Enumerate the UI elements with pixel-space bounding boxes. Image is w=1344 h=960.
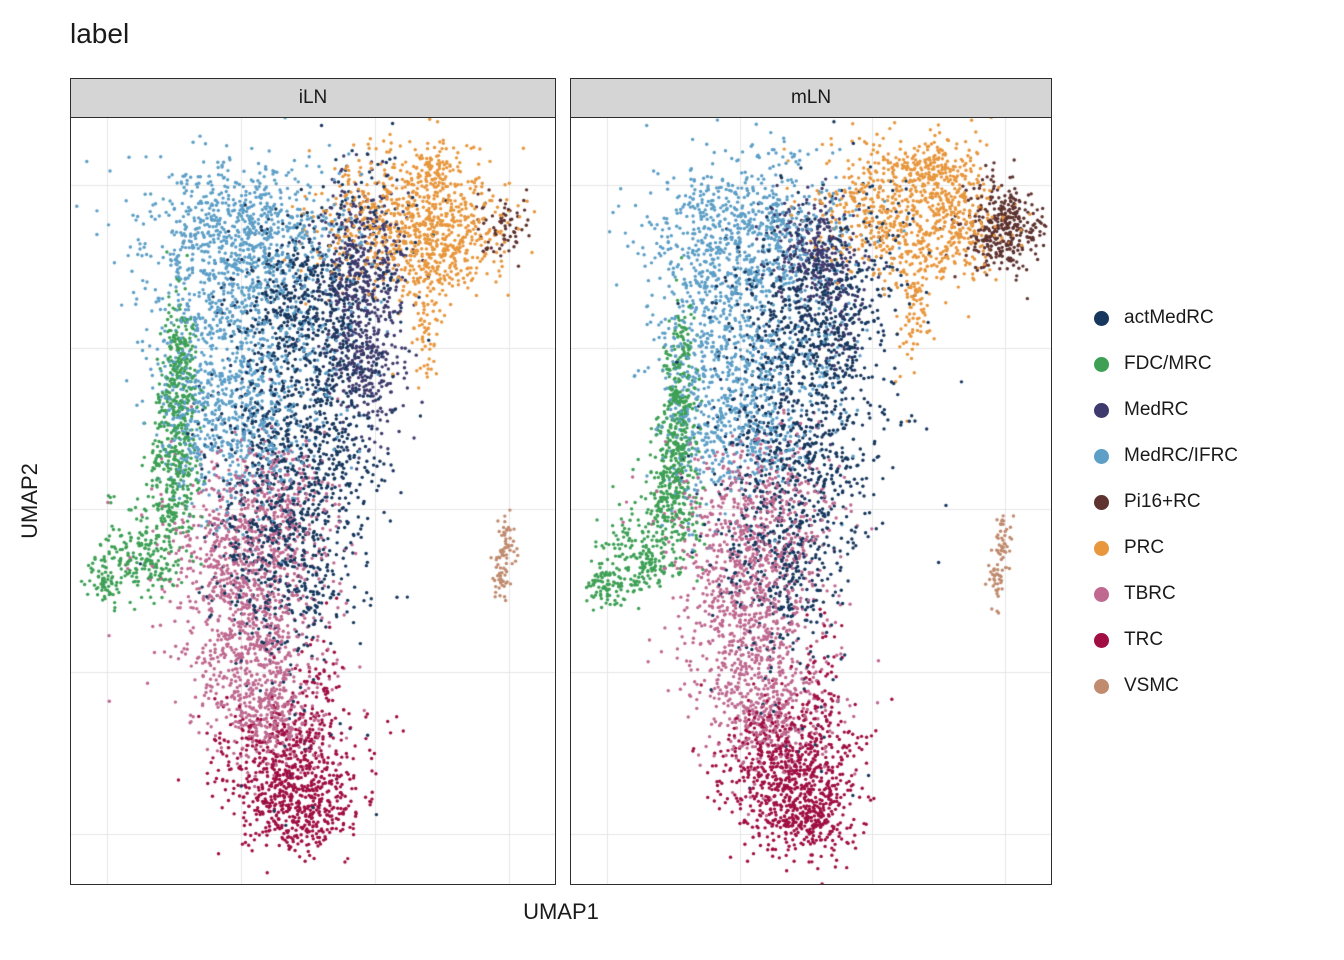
legend-label: actMedRC [1124, 307, 1214, 328]
umap-scatter-canvas-iln [71, 118, 555, 884]
legend-item-trc: TRC [1094, 628, 1238, 652]
legend-label: Pi16+RC [1124, 491, 1201, 512]
legend-label: PRC [1124, 537, 1165, 558]
facet-strip-iln: iLN [70, 78, 556, 118]
legend-item-medrc: MedRC [1094, 398, 1238, 422]
x-axis-label: UMAP1 [523, 899, 599, 924]
cluster-legend: actMedRC FDC/MRC MedRC MedRC/IFRC Pi16+RC PRC… [1094, 306, 1238, 698]
legend-label: MedRC [1124, 399, 1189, 420]
legend-item-medrc-ifrc: MedRC/IFRC [1094, 444, 1238, 468]
legend-color-dot [1094, 540, 1109, 556]
legend-color-dot [1094, 310, 1109, 326]
legend-color-dot [1094, 586, 1109, 602]
legend-item-pi16-rc: Pi16+RC [1094, 490, 1238, 514]
legend-item-fdc-mrc: FDC/MRC [1094, 352, 1238, 376]
plot-title: label [70, 18, 130, 49]
legend-item-prc: PRC [1094, 536, 1238, 560]
facet-strip-label: iLN [298, 87, 328, 108]
y-axis-label: UMAP2 [17, 463, 42, 539]
legend-color-dot [1094, 402, 1109, 418]
legend-color-dot [1094, 494, 1109, 510]
legend-label: MedRC/IFRC [1124, 445, 1239, 466]
legend-color-dot [1094, 632, 1109, 648]
legend-label: VSMC [1124, 675, 1179, 696]
legend-label: FDC/MRC [1124, 353, 1212, 374]
legend-color-dot [1094, 448, 1109, 464]
legend-item-actmedrc: actMedRC [1094, 306, 1238, 330]
legend-color-dot [1094, 678, 1109, 694]
legend-label: TBRC [1124, 583, 1176, 604]
facet-strip-mln: mLN [570, 78, 1052, 118]
scatter-panel-mln [570, 117, 1052, 885]
umap-scatter-canvas-mln [571, 118, 1051, 884]
legend-item-vsmc: VSMC [1094, 674, 1238, 698]
facet-strip-label: mLN [790, 87, 832, 108]
scatter-panel-iln [70, 117, 556, 885]
legend-item-tbrc: TBRC [1094, 582, 1238, 606]
legend-color-dot [1094, 356, 1109, 372]
legend-label: TRC [1124, 629, 1164, 650]
